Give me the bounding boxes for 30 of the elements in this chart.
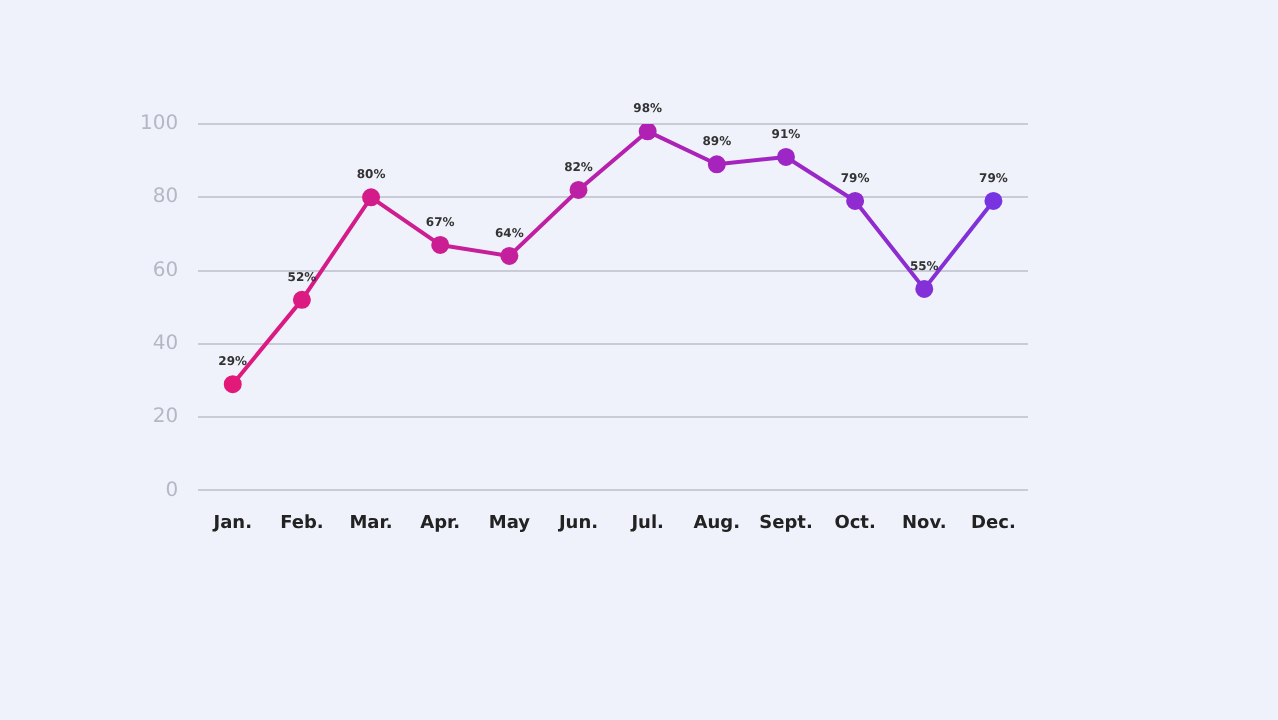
- point: [500, 246, 519, 265]
- y-tick-label: 0: [165, 479, 179, 502]
- x-tick-label: Jan.: [211, 513, 252, 534]
- x-tick-label: Jul.: [629, 513, 664, 534]
- y-tick-label: 20: [152, 406, 179, 429]
- x-tick-label: May: [488, 513, 531, 534]
- point: [362, 188, 381, 207]
- point: [292, 290, 311, 309]
- y-tick-label: 40: [152, 333, 179, 356]
- point: [984, 191, 1003, 210]
- x-tick-label: Jun.: [556, 513, 599, 534]
- point: [431, 235, 450, 254]
- x-tick-label: Apr.: [420, 513, 461, 534]
- x-tick-label: Oct.: [834, 513, 876, 534]
- x-tick-label: Mar.: [349, 513, 393, 534]
- point: [707, 155, 726, 174]
- x-tick-label: Feb.: [280, 513, 324, 534]
- x-tick-label: Dec.: [971, 513, 1016, 534]
- point: [223, 375, 242, 394]
- point: [846, 191, 865, 210]
- y-tick-label: 100: [139, 113, 179, 136]
- x-tick-label: Nov.: [901, 513, 947, 534]
- point: [638, 124, 657, 141]
- x-tick-label: Sept.: [759, 513, 813, 534]
- y-tick-label: 80: [152, 186, 179, 209]
- x-tick-label: Aug.: [693, 513, 741, 534]
- point: [569, 180, 588, 199]
- point: [915, 279, 934, 298]
- y-tick-label: 60: [152, 259, 179, 282]
- point: [776, 147, 795, 166]
